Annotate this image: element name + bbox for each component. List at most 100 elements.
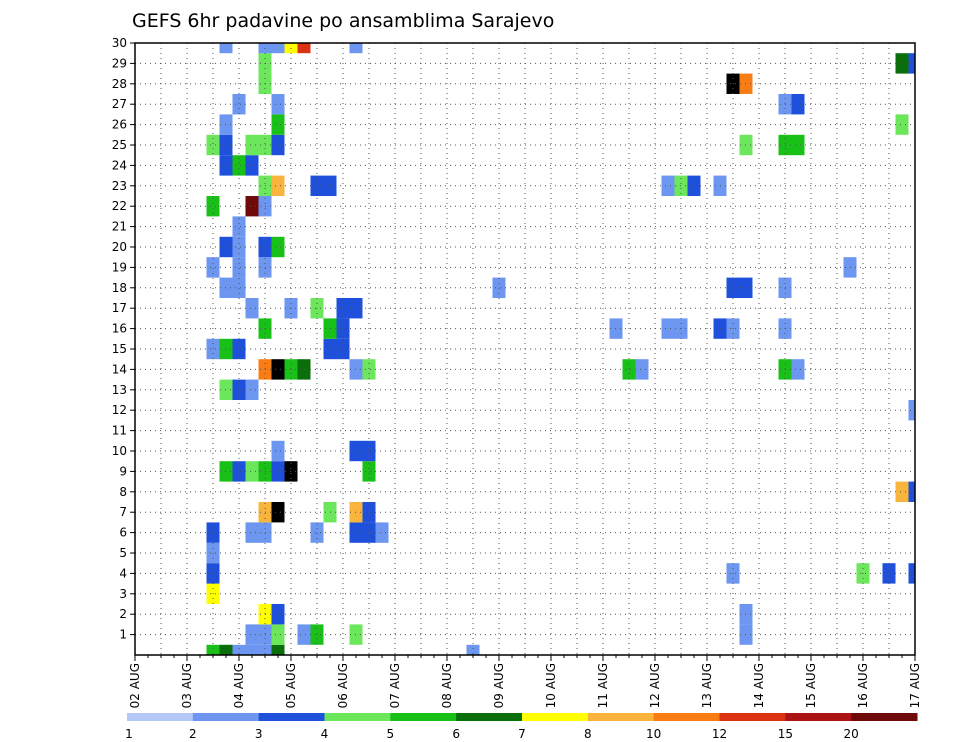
heatmap-cell bbox=[362, 461, 376, 482]
y-tick-label: 18 bbox=[112, 281, 127, 295]
heatmap-cell bbox=[362, 522, 376, 543]
heatmap-cell bbox=[271, 134, 285, 156]
y-tick-label: 6 bbox=[119, 526, 127, 540]
x-tick-label: 13 AUG bbox=[700, 663, 714, 708]
x-tick-label: 15 AUG bbox=[804, 663, 818, 708]
heatmap-cell bbox=[297, 43, 311, 54]
heatmap-cell bbox=[908, 400, 915, 421]
heatmap-cell bbox=[245, 134, 259, 156]
x-tick-label: 16 AUG bbox=[856, 663, 870, 708]
colorbar-segment bbox=[456, 713, 523, 721]
heatmap-cell bbox=[271, 624, 285, 645]
heatmap-cell bbox=[232, 216, 246, 237]
heatmap-cell bbox=[726, 277, 740, 298]
heatmap-cell bbox=[362, 359, 376, 380]
heatmap-cell bbox=[245, 379, 259, 400]
colorbar-label: 10 bbox=[646, 727, 661, 741]
heatmap-cell bbox=[219, 644, 233, 655]
heatmap-cell bbox=[232, 94, 246, 115]
x-tick-label: 07 AUG bbox=[388, 663, 402, 708]
heatmap-cell bbox=[492, 277, 506, 298]
heatmap-cell bbox=[271, 175, 285, 196]
heatmap-cell bbox=[232, 379, 246, 400]
heatmap-cell bbox=[661, 318, 675, 339]
y-tick-label: 1 bbox=[119, 628, 127, 642]
heatmap-cell bbox=[245, 196, 259, 217]
grid-lines bbox=[135, 42, 915, 655]
heatmap-cell bbox=[310, 522, 324, 543]
y-tick-label: 11 bbox=[112, 424, 127, 438]
heatmap-cell bbox=[206, 644, 220, 655]
heatmap-cell bbox=[206, 134, 220, 156]
heatmap-cell bbox=[271, 94, 285, 115]
x-tick-label: 03 AUG bbox=[180, 663, 194, 708]
colorbar-label: 4 bbox=[321, 727, 329, 741]
heatmap-cell bbox=[232, 644, 246, 655]
heatmap-cell bbox=[245, 522, 259, 543]
colorbar-label: 12 bbox=[712, 727, 727, 741]
heatmap-cell bbox=[206, 196, 220, 217]
y-tick-label: 8 bbox=[119, 485, 127, 499]
heatmap-cell bbox=[908, 53, 915, 74]
y-tick-label: 5 bbox=[119, 546, 127, 560]
heatmap-cell bbox=[232, 155, 246, 176]
y-tick-label: 20 bbox=[112, 240, 127, 254]
y-tick-label: 13 bbox=[112, 383, 127, 397]
y-tick-label: 12 bbox=[112, 403, 127, 417]
colorbar-label: 15 bbox=[778, 727, 793, 741]
colorbar-segment bbox=[522, 713, 589, 721]
heatmap-cell bbox=[245, 644, 259, 655]
heatmap-cell bbox=[297, 624, 311, 645]
colorbar-label: 3 bbox=[255, 727, 263, 741]
heatmap-cell bbox=[271, 644, 285, 655]
heatmap-cell bbox=[687, 175, 701, 196]
colorbar-label: 5 bbox=[387, 727, 395, 741]
colorbar: 1 2 3 4 5 6 7 8 10 12 15 20 bbox=[125, 713, 918, 741]
colorbar-label: 6 bbox=[452, 727, 460, 741]
y-tick-label: 9 bbox=[119, 464, 127, 478]
colorbar-segment bbox=[719, 713, 786, 721]
heatmap-cell bbox=[362, 502, 376, 523]
x-tick-label: 06 AUG bbox=[336, 663, 350, 708]
heatmap-cell bbox=[206, 257, 220, 278]
heatmap-cell bbox=[466, 644, 480, 655]
y-tick-label: 24 bbox=[112, 158, 127, 172]
colorbar-segment bbox=[324, 713, 391, 721]
y-tick-label: 7 bbox=[119, 505, 127, 519]
heatmap-cell bbox=[310, 175, 324, 196]
heatmap-cell bbox=[908, 481, 915, 502]
y-tick-label: 14 bbox=[112, 362, 127, 376]
heatmap-cell bbox=[271, 604, 285, 625]
heatmap-cell bbox=[271, 440, 285, 462]
colorbar-segment bbox=[127, 713, 194, 721]
heatmap-cell bbox=[219, 43, 233, 54]
colorbar-segment bbox=[192, 713, 260, 721]
colorbar-segment bbox=[785, 713, 852, 721]
heatmap-cell bbox=[232, 277, 246, 298]
heatmap-cell bbox=[271, 43, 285, 54]
colorbar-segment bbox=[851, 713, 918, 721]
x-tick-label: 08 AUG bbox=[440, 663, 454, 708]
x-tick-label: 09 AUG bbox=[492, 663, 506, 708]
heatmap-cell bbox=[375, 522, 389, 543]
heatmap-cell bbox=[362, 440, 376, 462]
heatmap-cell bbox=[245, 461, 259, 482]
heatmap-cell bbox=[349, 43, 363, 54]
heatmap-cell bbox=[271, 461, 285, 482]
colorbar-segment bbox=[653, 713, 720, 721]
heatmap-cell bbox=[791, 94, 805, 115]
colorbar-segment bbox=[258, 713, 325, 721]
heatmap-cell bbox=[271, 502, 285, 523]
heatmap-cell bbox=[895, 53, 909, 74]
y-tick-label: 21 bbox=[112, 220, 127, 234]
y-tick-label: 30 bbox=[112, 36, 127, 50]
colorbar-label: 8 bbox=[584, 727, 592, 741]
heatmap-cell bbox=[908, 563, 915, 584]
y-tick-label: 16 bbox=[112, 322, 127, 336]
x-tick-label: 10 AUG bbox=[544, 663, 558, 708]
chart-title: GEFS 6hr padavine po ansamblima Sarajevo bbox=[132, 10, 554, 32]
y-tick-label: 26 bbox=[112, 118, 127, 132]
heatmap-cell bbox=[791, 359, 805, 380]
heatmap-cell bbox=[232, 236, 246, 258]
y-tick-label: 27 bbox=[112, 97, 127, 111]
